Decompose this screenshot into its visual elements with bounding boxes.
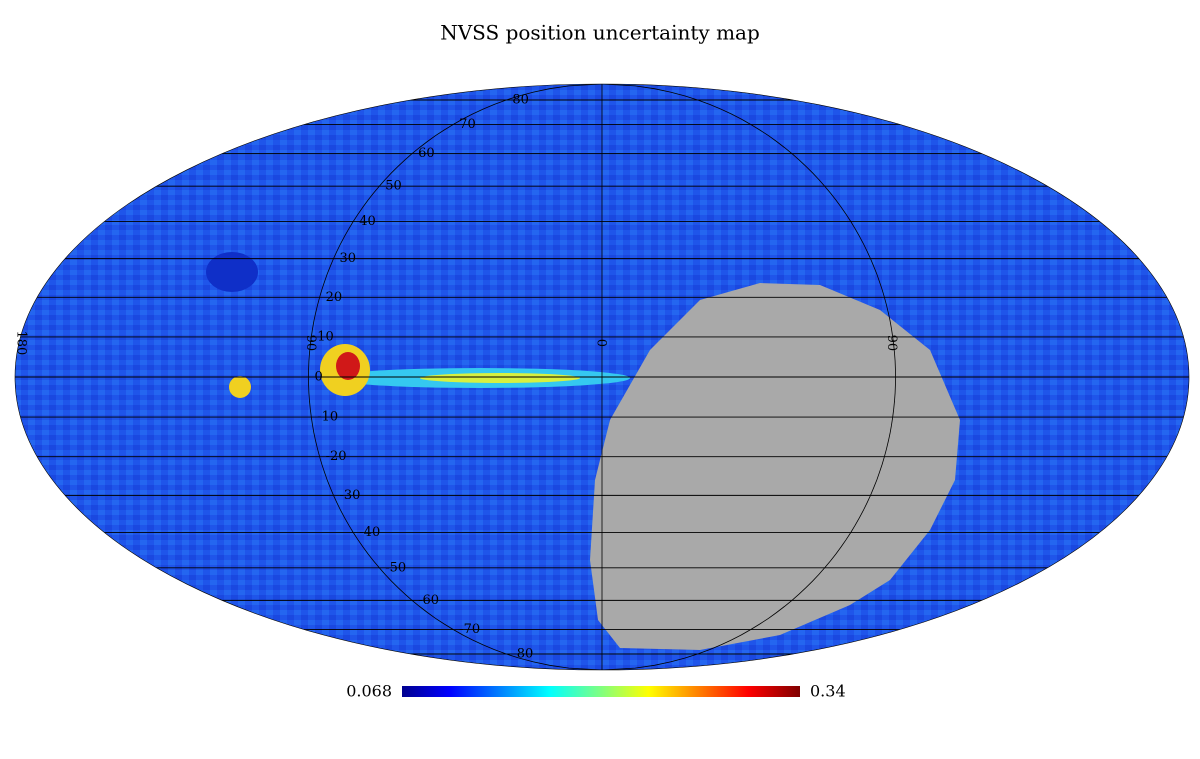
low-region: [206, 252, 258, 292]
unobserved-region: [590, 283, 960, 650]
plane-core: [420, 373, 580, 383]
parallel-label: -60: [418, 593, 439, 608]
sky-map: [15, 84, 1189, 670]
parallel-label: 40: [359, 214, 376, 229]
meridian-label: 180: [14, 331, 29, 356]
hot-core: [336, 352, 360, 380]
parallel-label: -70: [459, 622, 480, 637]
parallel-label: 80: [512, 92, 529, 107]
meridian-label: 90: [303, 335, 318, 352]
meridian-label: 90: [884, 335, 899, 352]
graticule-labels: 80 70 60 50 40 30 20 10 0 -10 -20 -30 -40 -50 -60 -70 -8…: [14, 92, 900, 661]
meridian: [308, 84, 603, 670]
parallel-label: 50: [385, 179, 402, 194]
parallel-label: 70: [459, 117, 476, 132]
colorbar-max: 0.34: [810, 682, 846, 701]
map-outline: [14, 83, 1190, 671]
parallel-label: -80: [512, 647, 533, 662]
parallel-label: -20: [326, 449, 347, 464]
meridian-label: 0: [594, 339, 609, 347]
parallel-label: 0: [315, 370, 323, 385]
parallel-label: 20: [326, 290, 343, 305]
warm-spot: [229, 376, 251, 398]
parallel-label: -40: [359, 525, 380, 540]
parallel-label: 10: [317, 329, 334, 344]
parallel-label: 60: [418, 146, 435, 161]
colorbar: [402, 686, 800, 697]
parallel-label: -30: [340, 488, 361, 503]
colorbar-min: 0.068: [346, 682, 392, 701]
parallel-label: 30: [340, 251, 357, 266]
parallel-label: -10: [317, 410, 338, 425]
meridian: [601, 84, 896, 670]
map-title: NVSS position uncertainty map: [440, 21, 760, 45]
parallel-label: -50: [385, 560, 406, 575]
